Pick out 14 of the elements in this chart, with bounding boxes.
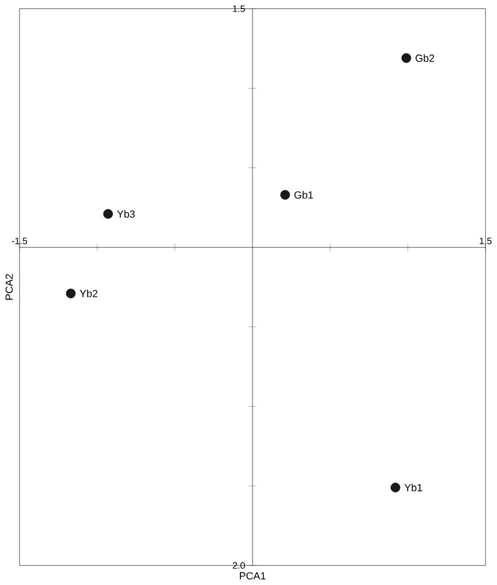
point: [401, 53, 411, 63]
annotation: Yb3: [116, 210, 135, 218]
annotation: Yb1: [404, 484, 422, 492]
y-tick-label: 2.0: [232, 562, 245, 569]
annotation: Gb2: [415, 54, 434, 62]
x-tick-label: -1.5: [12, 238, 27, 244]
annotation: Gb1: [294, 191, 313, 199]
x-axis-title: PCA1: [240, 572, 266, 580]
point: [102, 209, 113, 219]
point: [280, 190, 290, 200]
point: [66, 288, 76, 298]
point: [390, 482, 400, 492]
annotation: Yb2: [80, 290, 98, 298]
y-axis-title: PCA2: [5, 274, 13, 300]
